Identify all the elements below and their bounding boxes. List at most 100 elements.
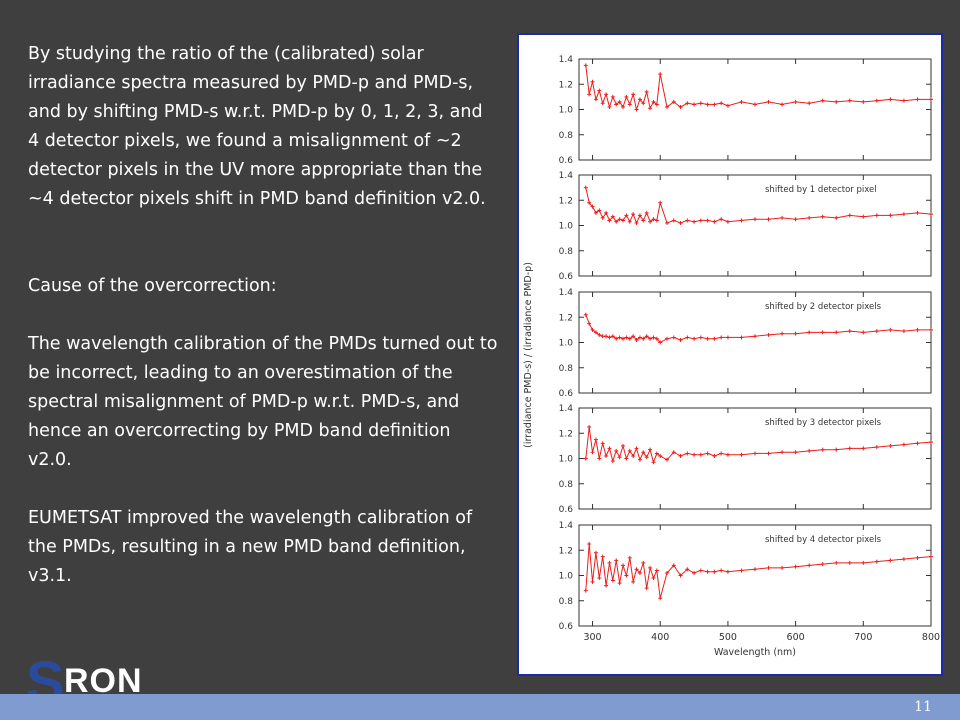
data-point: [719, 217, 724, 222]
data-point: [583, 63, 588, 68]
data-point: [627, 219, 632, 224]
data-point: [929, 327, 933, 332]
data-point: [593, 210, 598, 215]
data-point: [587, 92, 592, 97]
data-point: [861, 214, 866, 219]
y-tick-label: 1.4: [559, 404, 574, 414]
data-point: [698, 101, 703, 106]
data-point: [610, 334, 615, 339]
series-line: [585, 187, 932, 225]
data-point: [583, 185, 588, 190]
data-point: [901, 212, 906, 217]
data-point: [641, 450, 646, 455]
data-point: [766, 565, 771, 570]
data-point: [861, 99, 866, 104]
data-point: [725, 219, 730, 224]
data-point: [587, 200, 592, 205]
y-tick-label: 1.2: [559, 80, 573, 90]
paragraph-spacer: [28, 243, 498, 272]
data-point: [820, 447, 825, 452]
paragraph-findings: By studying the ratio of the (calibrated…: [28, 44, 486, 209]
data-point: [600, 215, 605, 220]
data-point: [617, 335, 622, 340]
data-point: [692, 336, 697, 341]
data-point: [929, 97, 933, 102]
data-point: [719, 568, 724, 573]
y-tick-label: 1.4: [559, 55, 574, 65]
data-point: [671, 335, 676, 340]
data-point: [614, 336, 619, 341]
data-point: [753, 102, 757, 107]
data-point: [637, 213, 642, 218]
data-point: [627, 336, 632, 341]
data-point: [705, 569, 710, 574]
data-point: [685, 218, 690, 223]
y-tick-label: 1.0: [559, 572, 574, 582]
data-point: [641, 101, 646, 106]
data-point: [654, 451, 659, 456]
data-point: [780, 331, 785, 336]
data-point: [753, 451, 757, 456]
data-point: [692, 102, 697, 107]
data-point: [600, 554, 605, 559]
data-point: [651, 460, 656, 465]
series-line: [585, 65, 931, 112]
data-point: [631, 579, 636, 584]
data-point: [621, 218, 625, 223]
data-point: [780, 565, 785, 570]
data-point: [705, 218, 710, 223]
data-point: [624, 456, 629, 461]
data-point: [705, 336, 710, 341]
data-point: [753, 334, 757, 339]
data-point: [671, 450, 676, 455]
data-point: [820, 562, 825, 567]
data-point: [651, 99, 656, 104]
data-point: [793, 331, 798, 336]
page-number: 11: [914, 699, 932, 715]
data-point: [637, 335, 642, 340]
x-tick-label: 400: [651, 632, 669, 643]
chart-figure: 0.6 0.8 1.0 1.2 1.4 0.6 0.8 1.0 1.2 1.4 shifted by…: [517, 33, 943, 676]
data-point: [671, 563, 676, 568]
panel-label: shifted by 4 detector pixels: [765, 535, 882, 545]
data-point: [631, 334, 636, 339]
y-tick-label: 0.6: [559, 622, 574, 632]
x-tick-label: 600: [787, 632, 805, 643]
data-point: [725, 103, 730, 108]
data-point: [834, 447, 839, 452]
data-point: [874, 213, 879, 218]
data-point: [604, 334, 609, 339]
data-point: [644, 210, 649, 215]
data-point: [915, 210, 920, 215]
y-tick-label: 1.2: [559, 196, 573, 206]
data-point: [631, 92, 636, 97]
data-point: [712, 453, 717, 458]
data-point: [665, 336, 669, 341]
data-point: [610, 459, 615, 464]
data-point: [590, 204, 595, 209]
data-point: [583, 312, 588, 317]
y-axis-label: (irradiance PMD-s) / (irradiance PMD-p): [523, 262, 534, 448]
logo-ron: RON: [64, 662, 143, 700]
y-tick-label: 1.4: [559, 288, 574, 298]
data-point: [587, 321, 592, 326]
data-point: [607, 335, 612, 340]
y-tick-label: 1.4: [559, 521, 574, 531]
data-point: [671, 218, 676, 223]
data-point: [834, 330, 839, 335]
data-point: [793, 564, 798, 569]
data-point: [610, 94, 615, 99]
data-point: [766, 451, 771, 456]
y-tick-label: 0.6: [559, 505, 574, 515]
data-point: [597, 456, 602, 461]
data-point: [692, 219, 697, 224]
data-point: [685, 451, 690, 456]
y-tick-label: 1.2: [559, 429, 573, 439]
data-point: [780, 102, 785, 107]
data-point: [624, 335, 629, 340]
data-point: [631, 453, 636, 458]
data-point: [644, 89, 649, 94]
data-point: [712, 219, 717, 224]
data-point: [712, 336, 717, 341]
data-point: [719, 451, 724, 456]
